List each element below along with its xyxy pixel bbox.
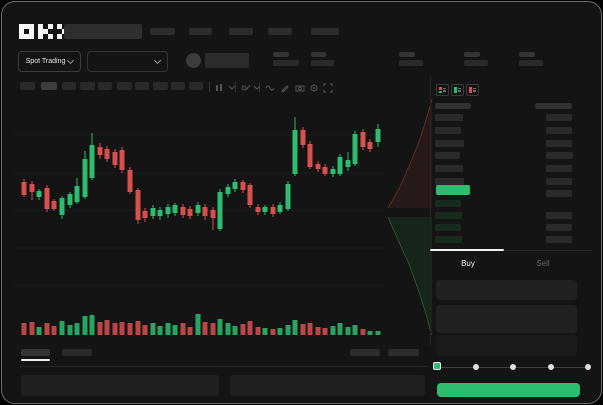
ask-price-4[interactable] — [435, 165, 463, 172]
expand-icon[interactable] — [322, 82, 333, 93]
market-type-label: Spot Trading — [25, 58, 66, 65]
slider-dot-3[interactable] — [547, 364, 554, 370]
logo-letter — [38, 24, 53, 39]
bid-price-2[interactable] — [435, 224, 461, 231]
search-input[interactable] — [64, 24, 142, 39]
buy-tab-indicator — [430, 249, 504, 251]
bid-amount-1[interactable] — [546, 212, 572, 219]
ask-amount-6[interactable] — [546, 190, 572, 197]
ask-price-0[interactable] — [435, 114, 463, 121]
nav-item-2[interactable] — [229, 28, 253, 35]
bid-amount-2[interactable] — [546, 224, 572, 231]
toolbar-divider-1 — [235, 82, 236, 92]
stat-value-1 — [311, 60, 334, 66]
orderbook-view-both[interactable] — [436, 84, 449, 96]
timeframe-pill-8[interactable] — [171, 82, 185, 90]
chevron-icon[interactable] — [226, 82, 237, 93]
orders-empty-panel-1 — [230, 375, 425, 396]
orders-tab-0[interactable] — [21, 349, 50, 356]
timeframe-pill-4[interactable] — [98, 82, 112, 90]
timeframe-pill-9[interactable] — [189, 82, 203, 90]
last-price-badge — [436, 185, 470, 195]
section-divider — [20, 366, 428, 367]
orderbook-col-header-amount — [535, 103, 572, 109]
bid-price-1[interactable] — [435, 212, 462, 219]
stat-label-0 — [273, 52, 289, 57]
price-field[interactable] — [436, 280, 577, 300]
slider-dot-2[interactable] — [510, 364, 516, 370]
tab-sell[interactable]: Sell — [536, 259, 550, 268]
ask-amount-0[interactable] — [546, 114, 572, 121]
nav-item-3[interactable] — [268, 28, 292, 35]
panel-divider — [430, 76, 431, 346]
gear-icon[interactable] — [308, 82, 319, 93]
orders-tab-active-underline — [21, 359, 50, 361]
orders-action-0[interactable] — [350, 349, 380, 356]
chevron-icon[interactable] — [251, 82, 262, 93]
candlestick-chart[interactable] — [2, 97, 433, 342]
stat-value-2 — [399, 60, 423, 66]
wave-icon[interactable] — [264, 82, 275, 93]
orders-tab-1[interactable] — [62, 349, 92, 356]
timeframe-pill-3[interactable] — [80, 82, 95, 90]
total-field[interactable] — [436, 335, 577, 356]
tab-divider — [430, 250, 592, 251]
ask-amount-5[interactable] — [546, 178, 572, 185]
nav-item-0[interactable] — [150, 28, 175, 35]
ask-price-3[interactable] — [435, 152, 460, 159]
ask-price-2[interactable] — [435, 140, 464, 147]
ask-price-1[interactable] — [435, 127, 461, 134]
bid-price-3[interactable] — [435, 236, 462, 243]
stat-label-2 — [399, 52, 415, 57]
stat-value-3 — [464, 60, 488, 66]
market-type-dropdown[interactable]: Spot Trading — [18, 51, 81, 72]
stat-label-4 — [519, 52, 535, 57]
toolbar-divider-2 — [259, 82, 260, 92]
stat-value-4 — [519, 60, 543, 66]
timeframe-pill-6[interactable] — [135, 82, 149, 90]
ask-amount-4[interactable] — [546, 165, 572, 172]
pair-selector-dropdown[interactable] — [87, 51, 168, 72]
orderbook-view-asks[interactable] — [466, 84, 479, 96]
stat-label-1 — [311, 52, 326, 57]
timeframe-pill-1[interactable] — [41, 82, 57, 90]
indicator-icon[interactable] — [240, 82, 251, 93]
pencil-icon[interactable] — [279, 82, 290, 93]
candles-icon[interactable] — [213, 82, 224, 93]
slider-handle[interactable] — [433, 362, 441, 370]
bid-price-0[interactable] — [435, 200, 461, 207]
ask-amount-2[interactable] — [546, 140, 572, 147]
coin-avatar — [186, 53, 201, 68]
bid-amount-3[interactable] — [546, 236, 572, 243]
ask-price-5[interactable] — [435, 178, 464, 185]
buy-submit-button[interactable] — [437, 383, 580, 397]
timeframe-pill-5[interactable] — [117, 82, 132, 90]
toolbar-divider-0 — [209, 82, 210, 92]
ask-amount-3[interactable] — [546, 152, 573, 159]
timeframe-pill-0[interactable] — [20, 82, 35, 90]
nav-item-1[interactable] — [189, 28, 212, 35]
logo-letter — [19, 24, 34, 39]
stat-value-0 — [273, 60, 299, 66]
nav-item-4[interactable] — [311, 28, 339, 35]
timeframe-pill-2[interactable] — [62, 82, 76, 90]
orders-empty-panel-0 — [21, 375, 219, 396]
orders-action-1[interactable] — [388, 349, 419, 356]
chevron-down-icon — [67, 56, 75, 65]
camera-icon[interactable] — [294, 82, 305, 93]
pair-name-placeholder — [205, 53, 249, 68]
tab-buy[interactable]: Buy — [461, 259, 475, 268]
ask-amount-1[interactable] — [546, 127, 572, 134]
chevron-down-icon — [153, 56, 162, 65]
amount-field[interactable] — [436, 305, 577, 333]
slider-dot-1[interactable] — [472, 364, 479, 370]
orderbook-view-bids[interactable] — [451, 84, 464, 96]
slider-dot-4[interactable] — [585, 364, 591, 370]
orderbook-col-header-price — [435, 103, 471, 109]
timeframe-pill-7[interactable] — [153, 82, 168, 90]
stat-label-3 — [464, 52, 480, 57]
